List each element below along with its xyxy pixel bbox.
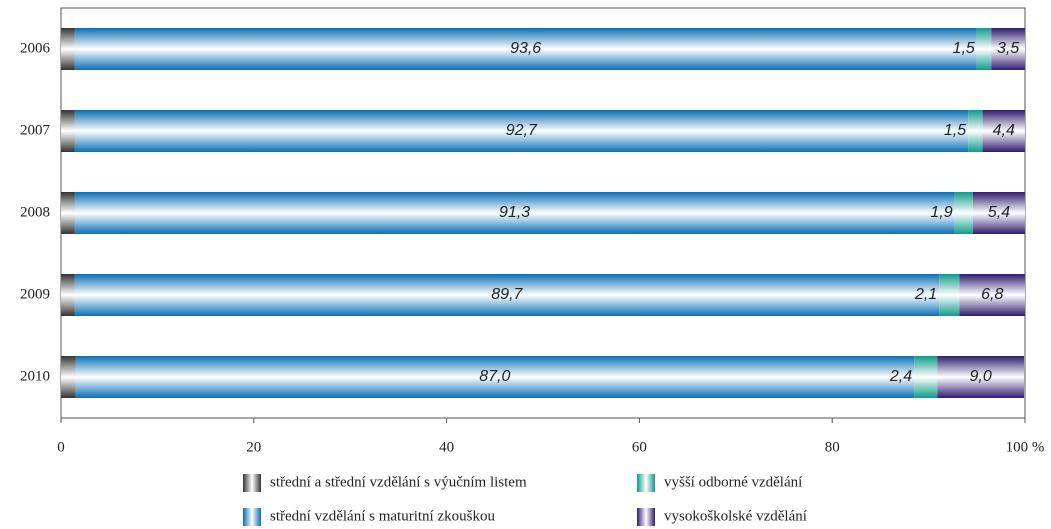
bar-segment — [937, 356, 1025, 398]
legend-label: střední a střední vzdělání s výučním lis… — [270, 474, 527, 490]
bar-segment — [972, 192, 1025, 234]
bar-segment — [75, 356, 915, 398]
bar-segment — [61, 110, 75, 152]
legend-label: střední vzdělání s maturitní zkouškou — [270, 508, 495, 524]
x-tick-label: 80 — [825, 439, 840, 455]
legend-swatch — [243, 508, 261, 526]
bar-segment — [74, 110, 969, 152]
bar-segment — [61, 192, 75, 234]
bar-segment — [914, 356, 938, 398]
bar-segment — [74, 28, 977, 70]
bar-segment — [959, 274, 1025, 316]
value-label: 92,7 — [506, 122, 538, 139]
value-label: 6,8 — [981, 286, 1003, 303]
bar-segment — [968, 110, 983, 152]
value-label: 1,5 — [944, 122, 966, 139]
bar-segment — [61, 356, 76, 398]
bar-segment — [976, 28, 992, 70]
value-label: 9,0 — [970, 368, 992, 385]
value-label: 1,5 — [953, 40, 975, 57]
y-tick-label: 2008 — [20, 204, 50, 220]
value-label: 1,9 — [930, 204, 952, 221]
value-label: 87,0 — [479, 368, 510, 385]
x-tick-label: 100 % — [1006, 439, 1045, 455]
legend-swatch — [637, 508, 655, 526]
value-label: 3,5 — [997, 40, 1019, 57]
legend-swatch — [637, 474, 655, 492]
y-tick-label: 2009 — [20, 286, 50, 302]
legend-label: vysokoškolské vzdělání — [664, 508, 807, 524]
bar-segment — [991, 28, 1025, 70]
bar-segment — [982, 110, 1025, 152]
x-tick-label: 40 — [439, 439, 454, 455]
legend-swatch — [243, 474, 261, 492]
x-tick-label: 60 — [632, 439, 647, 455]
legend-label: vyšší odborné vzdělání — [664, 474, 802, 490]
x-tick-label: 0 — [57, 439, 65, 455]
value-label: 2,4 — [889, 368, 912, 385]
bar-segment — [954, 192, 973, 234]
bar-segment — [74, 192, 955, 234]
value-label: 91,3 — [499, 204, 530, 221]
value-label: 5,4 — [988, 204, 1010, 221]
value-label: 89,7 — [491, 286, 523, 303]
value-label: 2,1 — [914, 286, 937, 303]
bar-segment — [74, 274, 940, 316]
x-tick-label: 20 — [246, 439, 261, 455]
bar-segment — [61, 28, 75, 70]
y-tick-label: 2006 — [20, 40, 51, 56]
value-label: 4,4 — [993, 122, 1015, 139]
y-tick-label: 2007 — [20, 122, 51, 138]
y-tick-label: 2010 — [20, 368, 50, 384]
bar-segment — [939, 274, 960, 316]
bar-segment — [61, 274, 75, 316]
value-label: 93,6 — [510, 40, 541, 57]
